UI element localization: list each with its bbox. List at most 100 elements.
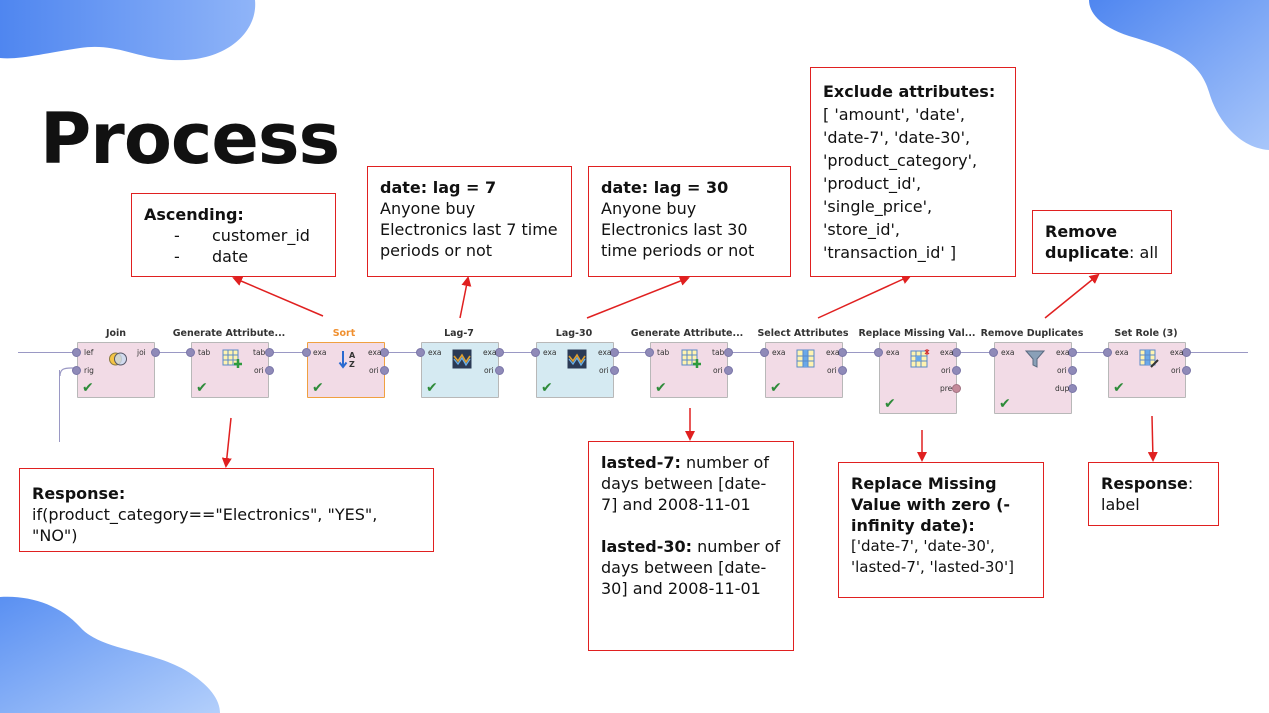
operator-replace-missing-values[interactable]: ✔ — [879, 342, 957, 414]
note-text: label — [1101, 495, 1140, 514]
port-ori[interactable] — [380, 366, 389, 375]
port-label: exa — [826, 348, 840, 357]
note-heading: Replace Missing Value with zero (-infini… — [851, 474, 1011, 535]
operator-name: Lag-7 — [444, 328, 474, 339]
input-connector-curve — [59, 367, 79, 376]
join-icon — [109, 352, 127, 366]
port-label: exa — [940, 348, 954, 357]
arrow-select — [817, 274, 912, 319]
port-label: tab — [657, 348, 670, 357]
set-role-icon — [1139, 349, 1159, 368]
operator-name: Remove Duplicates — [980, 328, 1084, 339]
port-tab[interactable] — [186, 348, 195, 357]
operator-name: Lag-30 — [555, 328, 593, 339]
note-text: number of days between [date-7] and 2008… — [601, 453, 769, 514]
port-ori[interactable] — [495, 366, 504, 375]
port-exa[interactable] — [302, 348, 311, 357]
port-exa[interactable] — [1182, 348, 1191, 357]
lag-icon — [452, 349, 472, 369]
arrow-gen1 — [221, 417, 232, 468]
sort-icon: A Z — [338, 351, 356, 369]
port-tab[interactable] — [724, 348, 733, 357]
operator-lag-30[interactable]: ✔ — [536, 342, 614, 398]
port-ori[interactable] — [1182, 366, 1191, 375]
port-exa[interactable] — [838, 348, 847, 357]
port-tab[interactable] — [645, 348, 654, 357]
operator-lag-7[interactable]: ✔ — [421, 342, 499, 398]
port-joi[interactable] — [151, 348, 160, 357]
page-title: Process — [40, 98, 340, 180]
port-label: lef — [84, 348, 94, 357]
port-exa[interactable] — [1068, 348, 1077, 357]
port-exa[interactable] — [760, 348, 769, 357]
bullet-dash: - — [174, 247, 180, 266]
port-exa[interactable] — [989, 348, 998, 357]
operator-name: Generate Attribute... — [630, 328, 744, 339]
replace-missing-icon — [910, 349, 930, 368]
note-generate-lasted: lasted-7: number of days between [date-7… — [588, 441, 794, 651]
note-remove-duplicates: Remove duplicate: all — [1032, 210, 1172, 274]
port-label: tab — [712, 348, 725, 357]
note-heading: Exclude attributes: — [823, 82, 996, 101]
arrow-setrole — [1147, 415, 1158, 462]
note-lag-7: date: lag = 7 Anyone buy Electronics las… — [367, 166, 572, 277]
operator-select-attributes[interactable]: ✔ — [765, 342, 843, 398]
port-exa[interactable] — [531, 348, 540, 357]
port-label: tab — [253, 348, 266, 357]
operator-join[interactable]: ✔ — [77, 342, 155, 398]
operator-set-role[interactable]: ✔ — [1108, 342, 1186, 398]
port-tab[interactable] — [265, 348, 274, 357]
note-select-attributes: Exclude attributes: [ 'amount', 'date', … — [810, 67, 1016, 277]
port-pre[interactable] — [952, 384, 961, 393]
note-text: : all — [1129, 243, 1159, 262]
operator-generate-attributes-1[interactable]: ✔ — [191, 342, 269, 398]
port-exa[interactable] — [952, 348, 961, 357]
port-ori[interactable] — [1068, 366, 1077, 375]
port-ori[interactable] — [610, 366, 619, 375]
port-label: exa — [543, 348, 557, 357]
port-label: exa — [598, 348, 612, 357]
note-heading: date: lag = 30 — [601, 178, 729, 197]
operator-name: Replace Missing Val... — [858, 328, 976, 339]
port-label: exa — [886, 348, 900, 357]
success-check-icon: ✔ — [770, 380, 782, 396]
note-text: number of days between [date-30] and 200… — [601, 537, 781, 598]
port-exa[interactable] — [1103, 348, 1112, 357]
svg-text:Z: Z — [349, 360, 355, 369]
port-exa[interactable] — [610, 348, 619, 357]
port-exa[interactable] — [874, 348, 883, 357]
operator-name: Set Role (3) — [1114, 328, 1178, 339]
generate-attributes-icon — [681, 349, 701, 368]
port-lef[interactable] — [72, 348, 81, 357]
operator-generate-attributes-2[interactable]: ✔ — [650, 342, 728, 398]
port-exa[interactable] — [380, 348, 389, 357]
note-heading: lasted-30: — [601, 537, 693, 556]
port-rig[interactable] — [72, 366, 81, 375]
generate-attributes-icon — [222, 349, 242, 368]
operator-name: Select Attributes — [757, 328, 849, 339]
operator-name: Generate Attribute... — [172, 328, 286, 339]
sort-key: date — [212, 247, 249, 266]
port-label: ori — [369, 366, 379, 375]
port-ori[interactable] — [952, 366, 961, 375]
success-check-icon: ✔ — [884, 396, 896, 412]
note-text: Anyone buy Electronics last 30 time peri… — [601, 199, 755, 260]
arrow-lag7 — [459, 276, 472, 319]
port-ori[interactable] — [838, 366, 847, 375]
port-label: exa — [483, 348, 497, 357]
port-ori[interactable] — [265, 366, 274, 375]
operator-remove-duplicates[interactable]: ✔ — [994, 342, 1072, 414]
arrow-lag30 — [586, 276, 690, 319]
top-left-blob — [0, 0, 256, 61]
note-heading: Response — [1101, 474, 1188, 493]
port-label: ori — [599, 366, 609, 375]
port-label: tab — [198, 348, 211, 357]
port-dup[interactable] — [1068, 384, 1077, 393]
port-exa[interactable] — [495, 348, 504, 357]
port-exa[interactable] — [416, 348, 425, 357]
port-label: ori — [941, 366, 951, 375]
port-ori[interactable] — [724, 366, 733, 375]
note-heading: date: lag = 7 — [380, 178, 497, 197]
port-label: dup — [1055, 384, 1070, 393]
